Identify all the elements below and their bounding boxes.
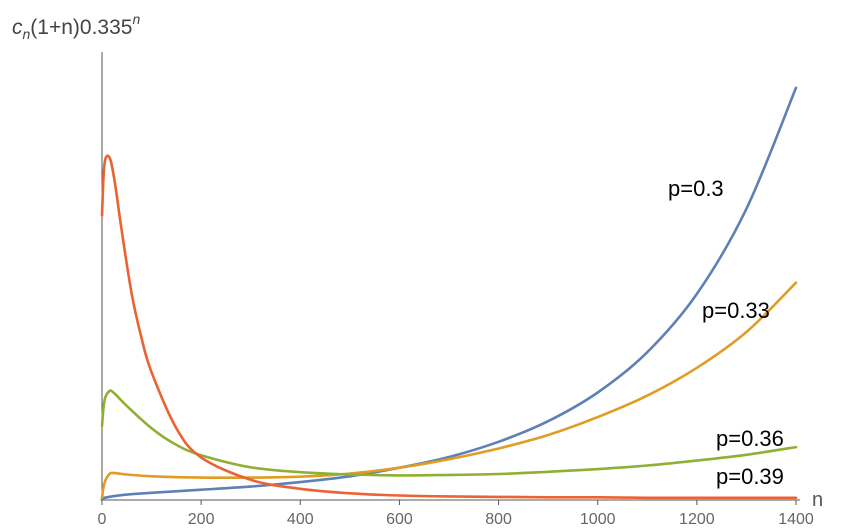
series-line-p=0.3 — [100, 86, 798, 502]
x-tick-label: 1200 — [679, 511, 715, 528]
x-tick-label: 600 — [386, 511, 413, 528]
x-tick-label: 1400 — [778, 511, 814, 528]
x-tick-label: 400 — [287, 511, 314, 528]
y-axis-label-sub: n — [23, 26, 31, 42]
series-line-p=0.39 — [100, 154, 798, 500]
series-label: p=0.36 — [716, 426, 784, 451]
series-labels: p=0.3 p=0.33 p=0.36 p=0.39 — [668, 176, 784, 489]
x-tick-label: 0 — [98, 511, 107, 528]
y-axis-label-mid: (1+n)0.335 — [30, 16, 132, 39]
series-line-p=0.33 — [100, 281, 798, 500]
x-tick-label: 1000 — [580, 511, 616, 528]
y-axis-label: cn(1+n)0.335n — [12, 11, 140, 42]
series-line-p=0.36 — [100, 389, 798, 477]
series-layer — [100, 86, 798, 502]
y-axis-label-base: c — [12, 16, 23, 39]
x-axis-label: n — [812, 489, 823, 511]
x-tick-label: 800 — [485, 511, 512, 528]
x-ticks: 0 200 400 600 800 1000 1200 1400 — [98, 500, 814, 528]
x-tick-label: 200 — [188, 511, 215, 528]
y-axis-label-sup: n — [132, 11, 140, 27]
series-label: p=0.3 — [668, 176, 724, 201]
series-label: p=0.33 — [702, 298, 770, 323]
series-label: p=0.39 — [716, 464, 784, 489]
